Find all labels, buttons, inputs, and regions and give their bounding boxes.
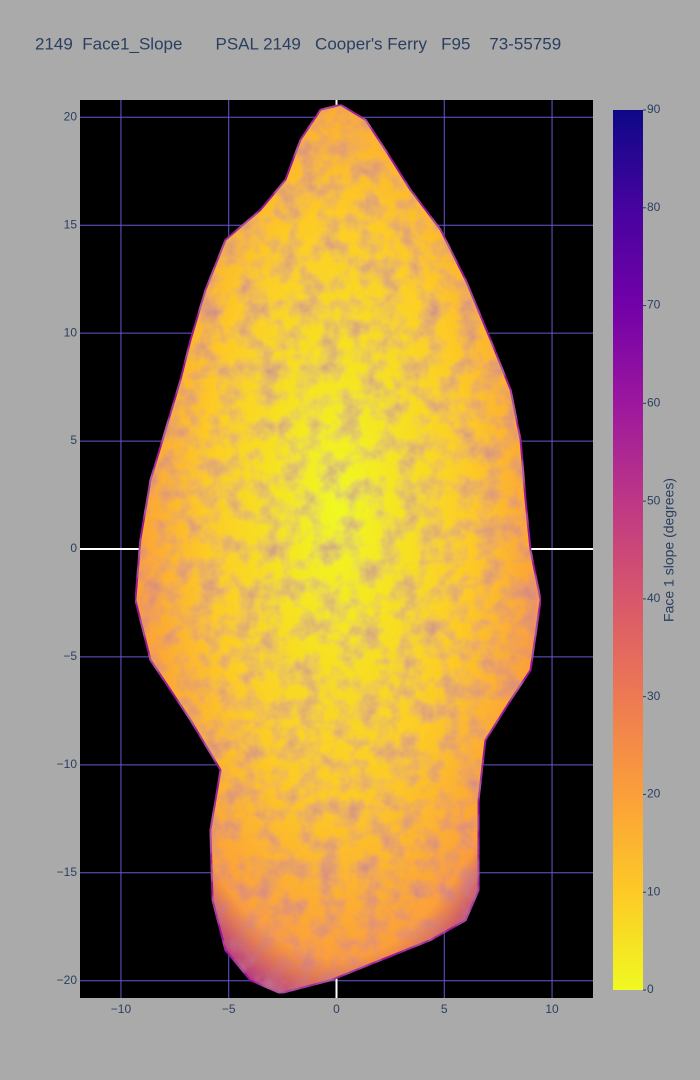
colorbar [613, 110, 643, 990]
x-tick-label: −10 [111, 1002, 132, 1016]
x-tick-label: 5 [441, 1002, 448, 1016]
colorbar-tick-label: 80 [647, 200, 661, 214]
colorbar-tick-label: 0 [647, 982, 654, 996]
y-tick-label: −20 [57, 973, 78, 987]
y-tick-label: 10 [64, 325, 78, 339]
colorbar-tick-label: 50 [647, 493, 661, 507]
colorbar-tick-label: 90 [647, 102, 661, 116]
colorbar-title: Face 1 slope (degrees) [661, 478, 677, 622]
x-tick-label: 0 [333, 1002, 340, 1016]
x-tick-label: 10 [545, 1002, 559, 1016]
colorbar-tick-label: 60 [647, 396, 661, 410]
y-tick-label: −10 [57, 757, 78, 771]
y-tick-label: 5 [70, 433, 77, 447]
colorbar-tick-label: 30 [647, 689, 661, 703]
artifact-surface [134, 103, 542, 995]
y-tick-label: −5 [63, 649, 77, 663]
y-tick-label: 20 [64, 109, 78, 123]
y-tick-label: 0 [70, 541, 77, 555]
colorbar-tick-label: 20 [647, 787, 661, 801]
y-tick-label: 15 [64, 217, 78, 231]
colorbar-tick-label: 40 [647, 591, 661, 605]
y-tick-label: −15 [57, 865, 78, 879]
x-tick-label: −5 [222, 1002, 236, 1016]
colorbar-tick-label: 10 [647, 884, 661, 898]
colorbar-tick-label: 70 [647, 298, 661, 312]
chart-title: 2149 Face1_Slope PSAL 2149 Cooper's Ferr… [35, 34, 561, 53]
